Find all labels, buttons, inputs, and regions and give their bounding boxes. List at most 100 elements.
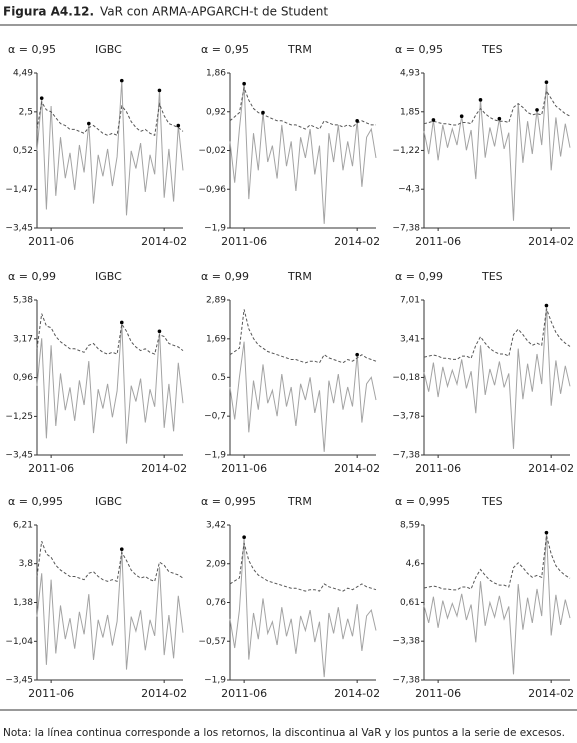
exceedance-dot bbox=[87, 121, 91, 126]
x-tick-label: 2014-02 bbox=[528, 462, 574, 475]
exceedance-dot bbox=[119, 320, 124, 325]
y-tick-label: −1,9 bbox=[204, 451, 226, 461]
y-tick-label: 0,61 bbox=[400, 598, 420, 608]
var-line bbox=[229, 309, 377, 364]
panel-alpha: α = 0,95 bbox=[8, 43, 56, 56]
x-tick-label: 2014-02 bbox=[141, 462, 187, 475]
y-tick-label: −1,9 bbox=[204, 676, 226, 686]
x-tick-label: 2014-02 bbox=[528, 235, 574, 248]
y-tick-label: −1,04 bbox=[5, 637, 33, 647]
exceedance-dot bbox=[157, 329, 162, 334]
y-tick-label: −3,38 bbox=[392, 637, 420, 647]
y-tick-label: −1,25 bbox=[5, 412, 33, 422]
exceedance-dot bbox=[544, 303, 549, 308]
exceedance-dot bbox=[497, 116, 502, 121]
panel-alpha: α = 0,995 bbox=[201, 495, 256, 508]
exceedance-dot bbox=[355, 119, 359, 123]
x-tick-label: 2011-06 bbox=[415, 235, 461, 248]
returns-line bbox=[36, 322, 184, 444]
panel-asset: TES bbox=[481, 43, 503, 56]
exceedance-dot bbox=[478, 98, 483, 102]
panel-asset: TES bbox=[481, 270, 503, 283]
y-tick-label: −0,57 bbox=[198, 637, 226, 647]
returns-line bbox=[229, 341, 377, 452]
y-tick-label: −3,45 bbox=[5, 224, 33, 234]
y-tick-label: −3,78 bbox=[392, 412, 420, 422]
y-tick-label: 6,21 bbox=[13, 521, 33, 531]
y-tick-label: 5,38 bbox=[13, 296, 33, 306]
exceedance-dot bbox=[39, 96, 44, 100]
var-line bbox=[423, 89, 571, 126]
x-tick-label: 2014-02 bbox=[334, 687, 380, 700]
var-line bbox=[36, 100, 184, 137]
y-tick-label: −7,38 bbox=[392, 451, 420, 461]
exceedance-dot bbox=[119, 78, 124, 83]
y-tick-label: 4,93 bbox=[400, 69, 420, 79]
figure-title: VaR con ARMA-APGARCH-t de Student bbox=[100, 5, 328, 19]
y-tick-label: 2,5 bbox=[19, 107, 33, 117]
x-tick-label: 2011-06 bbox=[415, 687, 461, 700]
exceedance-dot bbox=[242, 81, 246, 86]
x-tick-label: 2014-02 bbox=[528, 687, 574, 700]
returns-line bbox=[229, 83, 377, 224]
y-tick-label: 3,42 bbox=[206, 521, 226, 531]
y-tick-label: 4,6 bbox=[406, 559, 421, 569]
figure-label: Figura A4.12. bbox=[3, 5, 94, 19]
x-tick-label: 2014-02 bbox=[334, 462, 380, 475]
panel-asset: IGBC bbox=[95, 495, 122, 508]
exceedance-dot bbox=[242, 535, 246, 540]
y-tick-label: 4,49 bbox=[13, 69, 33, 79]
y-tick-label: 3,8 bbox=[19, 559, 34, 569]
var-line bbox=[229, 542, 377, 592]
y-tick-label: 2,89 bbox=[206, 296, 226, 306]
panel-alpha: α = 0,99 bbox=[8, 270, 56, 283]
panel-alpha: α = 0,95 bbox=[201, 43, 249, 56]
panel-alpha: α = 0,95 bbox=[395, 43, 443, 56]
y-tick-label: −0,96 bbox=[198, 185, 226, 195]
exceedance-dot bbox=[355, 352, 359, 357]
y-tick-label: 0,92 bbox=[206, 107, 226, 117]
y-tick-label: −1,9 bbox=[204, 224, 226, 234]
x-tick-label: 2014-02 bbox=[334, 235, 380, 248]
y-tick-label: 0,76 bbox=[206, 598, 226, 608]
y-tick-label: −1,47 bbox=[5, 185, 33, 195]
x-tick-label: 2011-06 bbox=[28, 235, 74, 248]
y-tick-label: −0,18 bbox=[392, 373, 420, 383]
y-tick-label: −0,02 bbox=[198, 146, 226, 156]
returns-line bbox=[423, 532, 571, 675]
y-tick-label: 1,85 bbox=[400, 107, 420, 117]
var-line bbox=[36, 541, 184, 582]
panel-asset: TRM bbox=[287, 270, 312, 283]
returns-line bbox=[36, 549, 184, 670]
exceedance-dot bbox=[431, 118, 436, 122]
y-tick-label: 0,96 bbox=[13, 373, 33, 383]
y-tick-label: 1,69 bbox=[206, 334, 226, 344]
y-tick-label: −7,38 bbox=[392, 224, 420, 234]
var-line bbox=[423, 308, 571, 360]
y-tick-label: 3,41 bbox=[400, 334, 420, 344]
y-tick-label: 7,01 bbox=[400, 296, 420, 306]
y-tick-label: 2,09 bbox=[206, 559, 226, 569]
x-tick-label: 2011-06 bbox=[221, 235, 267, 248]
var-line bbox=[36, 313, 184, 355]
x-tick-label: 2011-06 bbox=[221, 462, 267, 475]
y-tick-label: 0.5 bbox=[212, 373, 226, 383]
panel-alpha: α = 0,995 bbox=[8, 495, 63, 508]
exceedance-dot bbox=[157, 88, 162, 93]
panel-alpha: α = 0,995 bbox=[395, 495, 450, 508]
panel-asset: IGBC bbox=[95, 43, 122, 56]
exceedance-dot bbox=[119, 547, 124, 552]
returns-line bbox=[36, 80, 184, 216]
y-tick-label: −3,45 bbox=[5, 676, 33, 686]
y-tick-label: −7,38 bbox=[392, 676, 420, 686]
panel-alpha: α = 0,99 bbox=[395, 270, 443, 283]
y-tick-label: −1,22 bbox=[392, 146, 420, 156]
exceedance-dot bbox=[544, 80, 549, 84]
y-tick-label: −0,7 bbox=[204, 412, 226, 422]
returns-line bbox=[229, 537, 377, 678]
y-tick-label: −3,45 bbox=[5, 451, 33, 461]
returns-line bbox=[423, 82, 571, 221]
panel-asset: IGBC bbox=[95, 270, 122, 283]
x-tick-label: 2011-06 bbox=[415, 462, 461, 475]
